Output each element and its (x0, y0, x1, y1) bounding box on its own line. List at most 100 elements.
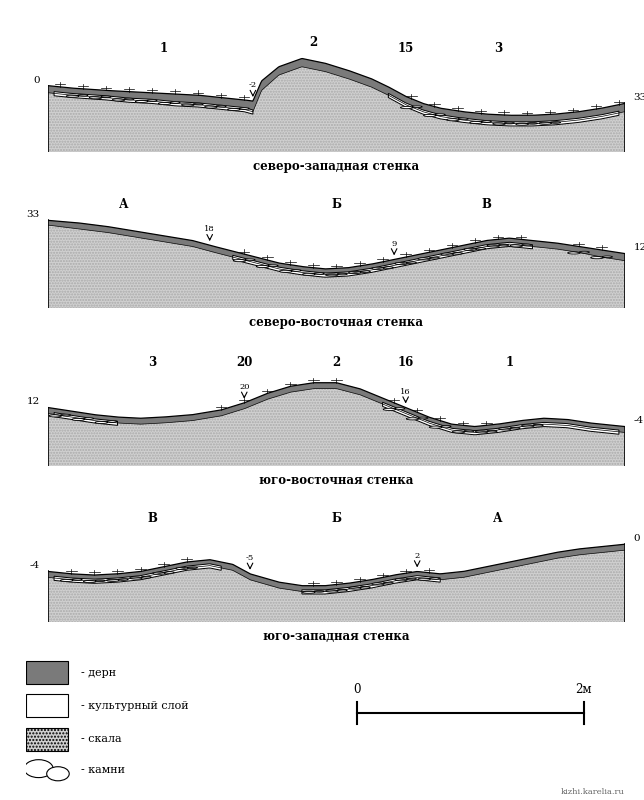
Text: 0: 0 (33, 75, 40, 85)
Ellipse shape (84, 418, 94, 419)
Ellipse shape (107, 421, 117, 422)
Ellipse shape (475, 248, 486, 250)
Ellipse shape (170, 102, 180, 103)
Ellipse shape (337, 590, 347, 591)
Ellipse shape (469, 122, 482, 123)
Ellipse shape (602, 256, 612, 258)
Polygon shape (54, 564, 222, 583)
Ellipse shape (372, 267, 384, 270)
Ellipse shape (418, 578, 430, 580)
Polygon shape (26, 694, 68, 718)
Text: А: А (493, 512, 503, 526)
Text: юго-восточная стенка: юго-восточная стенка (260, 474, 413, 486)
Ellipse shape (182, 104, 194, 106)
Text: В: В (482, 198, 491, 211)
Polygon shape (388, 94, 619, 126)
Ellipse shape (430, 578, 440, 579)
Ellipse shape (61, 414, 71, 416)
Ellipse shape (216, 106, 226, 107)
Text: В: В (147, 512, 157, 526)
Ellipse shape (481, 121, 491, 122)
Ellipse shape (47, 766, 70, 781)
Ellipse shape (124, 98, 134, 100)
Ellipse shape (401, 106, 413, 109)
Ellipse shape (440, 253, 453, 255)
Text: 33: 33 (26, 210, 40, 219)
Ellipse shape (406, 578, 417, 580)
Ellipse shape (268, 265, 278, 266)
Ellipse shape (84, 581, 96, 582)
Polygon shape (48, 67, 625, 152)
Polygon shape (26, 728, 68, 750)
Ellipse shape (360, 586, 370, 588)
Ellipse shape (106, 579, 119, 582)
Ellipse shape (176, 567, 188, 570)
Ellipse shape (360, 270, 370, 273)
Ellipse shape (533, 424, 544, 426)
Polygon shape (48, 382, 625, 433)
Polygon shape (48, 58, 625, 123)
Text: -4: -4 (633, 416, 643, 426)
Ellipse shape (95, 580, 105, 582)
Ellipse shape (430, 426, 442, 428)
Text: юго-западная стенка: юго-западная стенка (263, 630, 410, 643)
Ellipse shape (510, 427, 520, 429)
Ellipse shape (493, 123, 506, 125)
Ellipse shape (383, 266, 393, 268)
Text: 1: 1 (506, 355, 513, 369)
Ellipse shape (279, 270, 292, 272)
Ellipse shape (498, 244, 509, 246)
Ellipse shape (418, 417, 428, 419)
Ellipse shape (205, 106, 217, 108)
Ellipse shape (348, 271, 361, 274)
Text: 2м: 2м (576, 683, 592, 696)
Text: 3: 3 (494, 42, 502, 55)
Ellipse shape (135, 100, 148, 102)
Text: 33: 33 (633, 94, 644, 102)
Ellipse shape (325, 590, 338, 592)
Polygon shape (54, 413, 117, 426)
Ellipse shape (118, 578, 128, 580)
Polygon shape (383, 402, 619, 434)
Ellipse shape (112, 99, 125, 101)
Ellipse shape (24, 760, 53, 778)
Ellipse shape (49, 415, 62, 417)
Ellipse shape (61, 579, 73, 582)
Ellipse shape (325, 274, 338, 276)
Ellipse shape (498, 428, 511, 430)
Polygon shape (48, 550, 625, 622)
Ellipse shape (487, 245, 500, 247)
Ellipse shape (95, 422, 108, 423)
Text: - дерн: - дерн (80, 668, 116, 678)
Text: 20: 20 (236, 355, 252, 369)
Ellipse shape (90, 97, 102, 98)
Text: 2: 2 (332, 355, 341, 369)
Ellipse shape (256, 266, 269, 268)
Polygon shape (26, 661, 68, 684)
Ellipse shape (141, 576, 151, 578)
Ellipse shape (424, 114, 436, 117)
Text: 16: 16 (401, 388, 411, 396)
Ellipse shape (579, 251, 589, 253)
Ellipse shape (383, 582, 393, 584)
Text: 16: 16 (397, 355, 414, 369)
Ellipse shape (539, 122, 551, 124)
Ellipse shape (395, 408, 405, 410)
Text: северо-западная стенка: северо-западная стенка (254, 160, 419, 173)
Text: -5: -5 (246, 554, 254, 562)
Text: 12: 12 (26, 398, 40, 406)
Ellipse shape (66, 95, 79, 98)
Ellipse shape (303, 591, 315, 594)
Polygon shape (54, 92, 253, 114)
Text: - скала: - скала (80, 734, 121, 744)
Ellipse shape (383, 408, 396, 410)
Ellipse shape (522, 244, 532, 246)
Polygon shape (48, 225, 625, 308)
Text: -4: -4 (30, 562, 40, 570)
Ellipse shape (522, 425, 534, 427)
Text: 20: 20 (239, 383, 249, 391)
Text: 0: 0 (353, 683, 360, 696)
Ellipse shape (475, 430, 488, 433)
Text: северо-восточная стенка: северо-восточная стенка (249, 316, 424, 329)
Ellipse shape (314, 273, 325, 274)
